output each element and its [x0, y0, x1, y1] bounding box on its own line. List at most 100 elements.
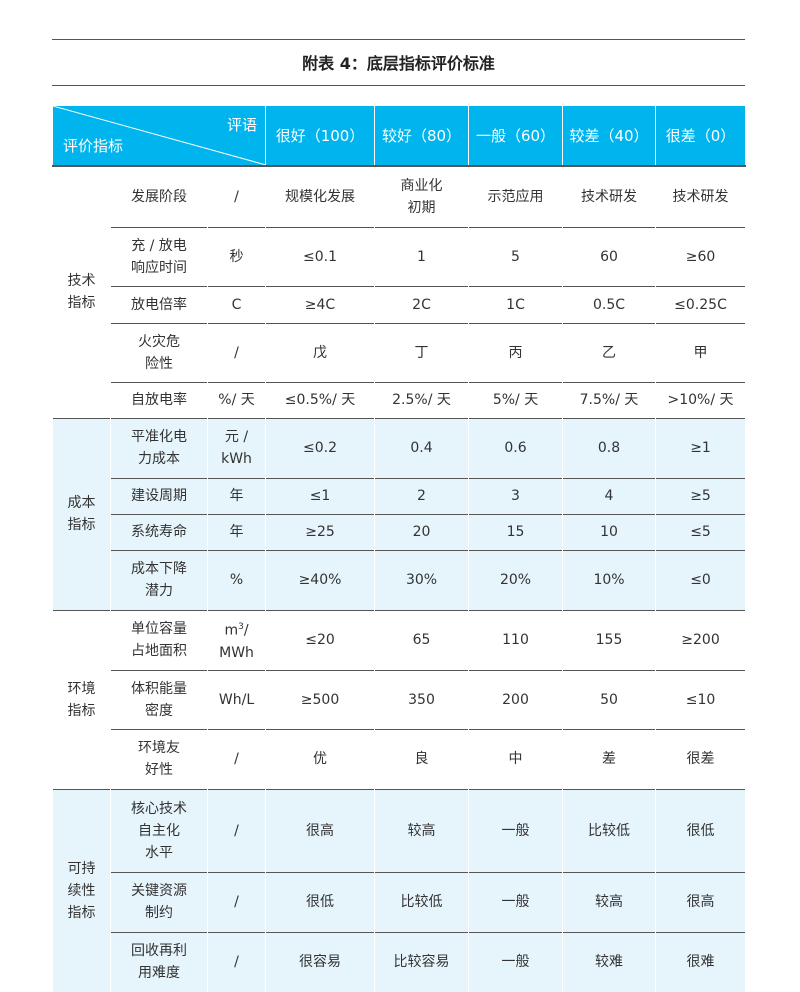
- value-cell: 5%/ 天: [468, 381, 564, 418]
- value-cell: ≥1: [655, 417, 747, 478]
- value-cell: 乙: [562, 322, 657, 382]
- value-cell: 0.5C: [562, 285, 657, 323]
- title-rule: [52, 85, 745, 86]
- table-row: 放电倍率 C ≥4C 2C 1C 0.5C ≤0.25C: [53, 285, 747, 323]
- value-cell: ≤5: [655, 513, 747, 550]
- value-cell: ≥25: [265, 513, 376, 550]
- value-cell: 比较容易: [374, 931, 470, 992]
- grade-header: 很差（0）: [655, 106, 747, 167]
- value-cell: 比较低: [374, 871, 470, 932]
- value-cell: 2C: [374, 285, 470, 323]
- value-cell: 5: [468, 226, 564, 286]
- value-cell: 30%: [374, 549, 470, 610]
- unit-cell: m3/MWh: [206, 609, 267, 670]
- table-row: 回收再利 用难度 / 很容易 比较容易 一般 较难 很难: [53, 931, 747, 992]
- indicator-cell: 环境友 好性: [110, 728, 208, 789]
- indicator-cell: 成本下降 潜力: [110, 549, 208, 610]
- unit-cell: /: [206, 871, 267, 932]
- category-cell: 环境 指标: [52, 609, 111, 789]
- value-cell: 规模化发展: [265, 165, 376, 227]
- value-cell: 2: [374, 477, 470, 514]
- grade-header: 一般（60）: [468, 106, 564, 167]
- corner-header: 评语 评价指标: [51, 106, 267, 167]
- table-row: 成本 指标 平准化电 力成本元 / kWh ≤0.2 0.4 0.6 0.8 ≥1: [52, 417, 747, 610]
- value-cell: 0.6: [468, 417, 564, 478]
- indicator-cell: 发展阶段: [110, 165, 208, 227]
- value-cell: 1C: [468, 285, 564, 323]
- table-row: 系统寿命年 ≥25 20 15 10 ≤5: [53, 513, 747, 550]
- value-cell: 中: [468, 728, 564, 789]
- indicator-cell: 系统寿命: [110, 513, 208, 550]
- grade-header: 很好（100）: [265, 106, 376, 167]
- category-cell: 成本 指标: [52, 417, 111, 610]
- unit-cell: 秒: [206, 226, 267, 286]
- value-cell: 戊: [265, 322, 376, 382]
- table-row: 充 / 放电 响应时间秒 ≤0.1 1 5 60 ≥60: [53, 226, 747, 286]
- value-cell: ≤10: [655, 669, 747, 729]
- corner-bottom-label: 评价指标: [63, 137, 124, 155]
- page-title: 附表 4：底层指标评价标准: [302, 54, 495, 73]
- indicator-cell: 建设周期: [110, 477, 208, 514]
- indicator-cell: 回收再利 用难度: [110, 931, 208, 992]
- indicator-cell: 关键资源 制约: [110, 871, 208, 932]
- value-cell: 15: [468, 513, 564, 550]
- table-row: 成本下降 潜力% ≥40% 30% 20% 10% ≤0: [53, 549, 747, 610]
- value-cell: ≤20: [265, 609, 376, 670]
- value-cell: 很容易: [265, 931, 376, 992]
- value-cell: 技术研发: [562, 165, 657, 227]
- table-row: 体积能量 密度 Wh/L ≥500 350 200 50 ≤10: [53, 669, 747, 729]
- value-cell: 0.4: [374, 417, 470, 478]
- value-cell: ≤0: [655, 549, 747, 610]
- value-cell: 2.5%/ 天: [374, 381, 470, 418]
- value-cell: 200: [468, 669, 564, 729]
- table-row: 建设周期年 ≤1 2 3 4 ≥5: [53, 477, 747, 514]
- grade-header: 较好（80）: [374, 106, 470, 167]
- value-cell: 很难: [655, 931, 747, 992]
- unit-cell: 年: [206, 477, 267, 514]
- value-cell: 0.8: [562, 417, 657, 478]
- indicator-cell: 放电倍率: [110, 285, 208, 323]
- value-cell: 良: [374, 728, 470, 789]
- indicator-cell: 体积能量 密度: [110, 669, 208, 729]
- indicator-cell: 平准化电 力成本: [110, 417, 208, 478]
- unit-cell: /: [206, 931, 267, 992]
- indicator-cell: 单位容量 占地面积: [110, 609, 208, 670]
- value-cell: ≥5: [655, 477, 747, 514]
- value-cell: 20%: [468, 549, 564, 610]
- value-cell: 很差: [655, 728, 747, 789]
- value-cell: 一般: [468, 931, 564, 992]
- value-cell: ≤0.1: [265, 226, 376, 286]
- value-cell: 65: [374, 609, 470, 670]
- value-cell: ≤0.2: [265, 417, 376, 478]
- unit-cell: 年: [206, 513, 267, 550]
- unit-cell: /: [206, 322, 267, 382]
- value-cell: 丙: [468, 322, 564, 382]
- value-cell: 很高: [655, 871, 747, 932]
- indicator-cell: 核心技术 自主化 水平: [110, 788, 208, 872]
- value-cell: ≥60: [655, 226, 747, 286]
- value-cell: 示范应用: [468, 165, 564, 227]
- value-cell: 商业化 初期: [374, 165, 470, 227]
- value-cell: 110: [468, 609, 564, 670]
- top-rule: [52, 39, 745, 40]
- unit-cell: 元 / kWh: [206, 417, 267, 478]
- value-cell: 20: [374, 513, 470, 550]
- value-cell: 155: [562, 609, 657, 670]
- value-cell: 50: [562, 669, 657, 729]
- category-cell: 可持 续性 指标: [52, 788, 111, 992]
- unit-cell: Wh/L: [206, 669, 267, 729]
- value-cell: 甲: [655, 322, 747, 382]
- value-cell: 比较低: [562, 788, 657, 872]
- value-cell: 丁: [374, 322, 470, 382]
- value-cell: 差: [562, 728, 657, 789]
- indicator-cell: 充 / 放电 响应时间: [110, 226, 208, 286]
- indicator-cell: 自放电率: [110, 381, 208, 418]
- unit-cell: /: [206, 728, 267, 789]
- value-cell: 1: [374, 226, 470, 286]
- table-row: 火灾危 险性 / 戊丁丙乙甲: [53, 322, 747, 382]
- value-cell: 较高: [374, 788, 470, 872]
- value-cell: 较高: [562, 871, 657, 932]
- value-cell: 较难: [562, 931, 657, 992]
- value-cell: 3: [468, 477, 564, 514]
- header-row: 评语 评价指标 很好（100） 较好（80） 一般（60） 较差（40） 很差（…: [51, 106, 747, 167]
